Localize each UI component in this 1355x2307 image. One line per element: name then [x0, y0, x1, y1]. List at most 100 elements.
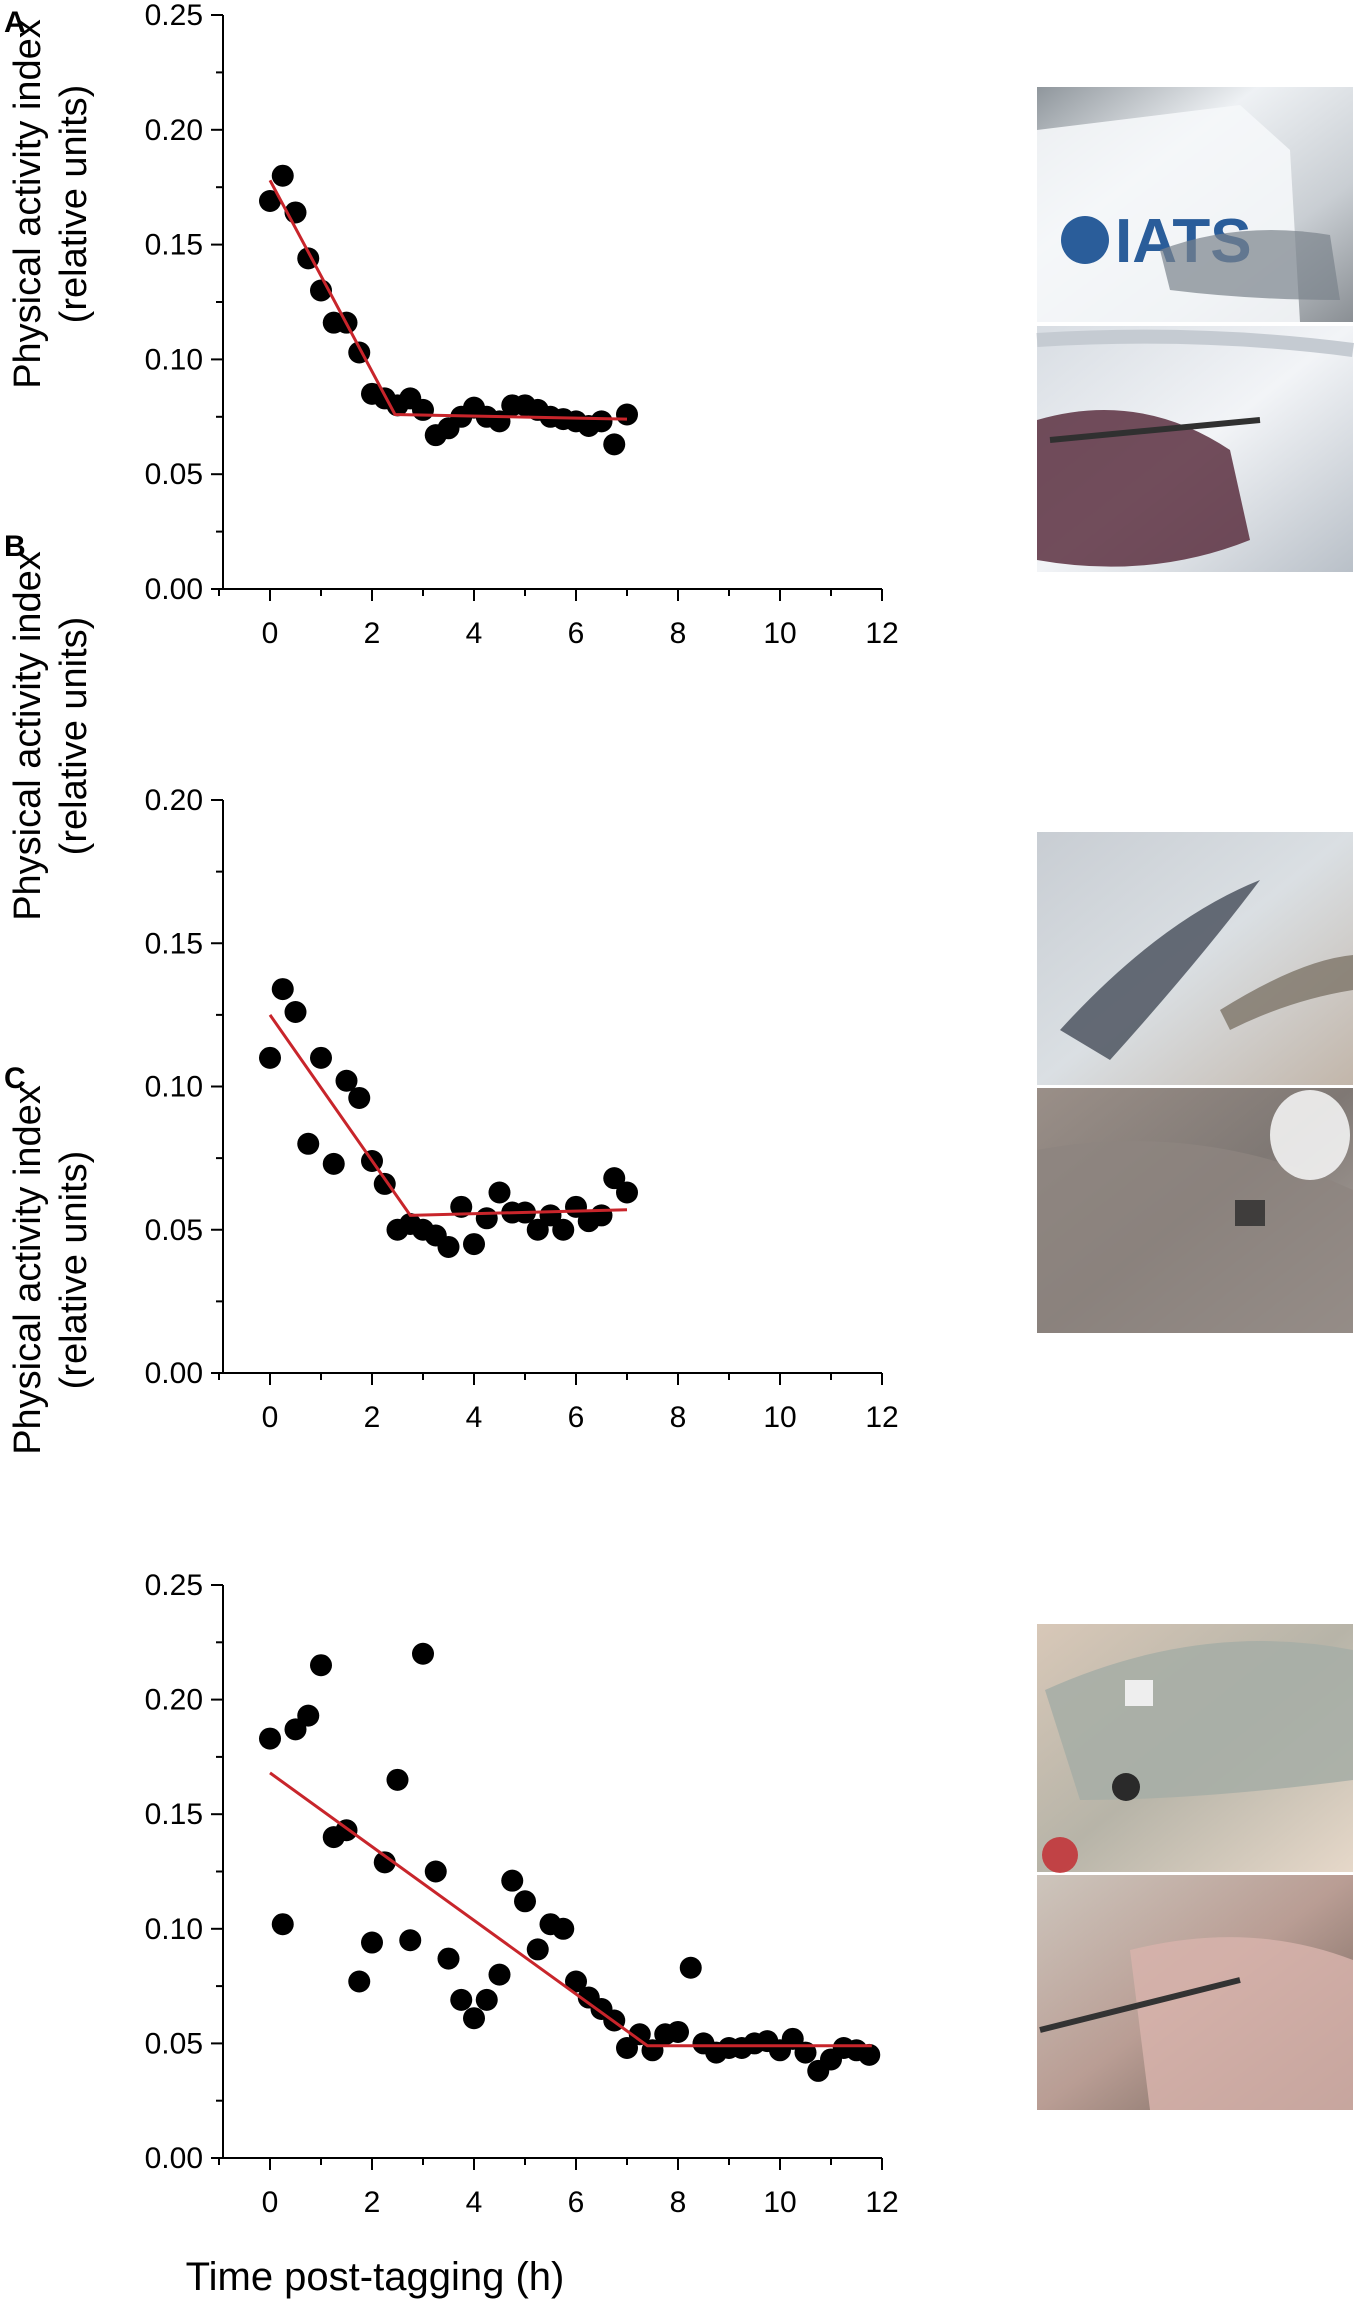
data-point [679, 1956, 702, 1979]
data-point [424, 1860, 447, 1883]
data-point [628, 2023, 651, 2046]
data-point [259, 1046, 281, 1069]
y-tick-label: 0.00 [145, 1357, 203, 1390]
x-tick-label: 4 [466, 2186, 483, 2219]
data-point [297, 1704, 320, 1727]
y-tick-label: 0.10 [145, 1071, 203, 1104]
data-point [475, 1988, 498, 2011]
data-point [552, 1917, 575, 1940]
data-point [463, 2007, 485, 2030]
data-point [348, 1970, 371, 1993]
data-point [361, 1931, 383, 1954]
panel-label-b: B [4, 530, 26, 563]
data-point [310, 1654, 332, 1677]
plot-area-b: 0.00 0.05 0.10 0.15 0.20 0 2 4 6 8 10 12 [145, 784, 899, 1434]
data-point [271, 164, 294, 187]
y-axis-title-c: Physical activity index (relative units) [7, 1085, 95, 1455]
fish-logo-icon [1061, 216, 1109, 264]
data-point [463, 1233, 485, 1256]
data-point [603, 433, 626, 456]
x-tick-label: 0 [262, 617, 279, 650]
data-point [297, 1132, 320, 1155]
data-point [603, 1167, 626, 1190]
y-axis-title-line1: Physical activity index [7, 1085, 49, 1455]
x-tick-label: 2 [364, 617, 381, 650]
data-point [373, 1851, 396, 1874]
data-point [858, 2043, 881, 2066]
y-axis-title-a: Physical activity index (relative units) [7, 19, 95, 389]
panel-c: C Physical activity index (relative unit… [4, 1062, 899, 2219]
y-axis-title-b: Physical activity index (relative units) [7, 551, 95, 921]
panel-a: A Physical activity index (relative unit… [4, 0, 899, 650]
y-tick-label: 0.20 [145, 784, 203, 817]
panel-label-a: A [4, 6, 26, 39]
data-point [501, 1869, 524, 1892]
data-point [386, 1768, 409, 1791]
y-tick-label: 0.15 [145, 229, 203, 262]
fish-eye-icon [1112, 1773, 1140, 1801]
y-axis-title-line1: Physical activity index [7, 551, 49, 921]
data-point [437, 1947, 460, 1970]
photo-b-top [1037, 832, 1353, 1085]
y-axis-title-line2: (relative units) [53, 617, 95, 856]
photo-c-top [1037, 1624, 1353, 1873]
panel-label-c: C [4, 1062, 26, 1095]
y-tick-label: 0.15 [145, 1798, 203, 1831]
data-point [322, 1152, 345, 1175]
y-axis-title-line2: (relative units) [53, 1151, 95, 1390]
y-tick-label: 0.25 [145, 1569, 203, 1602]
x-tick-label: 12 [865, 617, 898, 650]
photo-a-top: IATS [1037, 87, 1353, 322]
data-point [348, 1086, 371, 1109]
x-tick-label: 12 [865, 1401, 898, 1434]
photo-a-bottom [1036, 326, 1354, 572]
x-tick-label: 12 [865, 2186, 898, 2219]
data-point [616, 403, 638, 426]
data-point [475, 1207, 498, 1230]
panel-b: B Physical activity index (relative unit… [4, 530, 899, 1434]
data-point [514, 1890, 536, 1913]
data-point [590, 1204, 613, 1227]
data-point [373, 1172, 396, 1195]
data-point [667, 2020, 689, 2043]
data-point [271, 978, 294, 1001]
y-tick-label: 0.10 [145, 1913, 203, 1946]
data-point [450, 1195, 473, 1218]
data-point [488, 1963, 511, 1986]
x-tick-label: 6 [568, 617, 585, 650]
x-tick-label: 10 [763, 1401, 796, 1434]
x-tick-label: 8 [670, 617, 687, 650]
data-point [590, 410, 613, 433]
data-point [450, 1988, 473, 2011]
x-tick-label: 8 [670, 2186, 687, 2219]
x-tick-label: 6 [568, 1401, 585, 1434]
y-tick-label: 0.05 [145, 458, 203, 491]
data-point [271, 1913, 294, 1936]
x-tick-label: 8 [670, 1401, 687, 1434]
fit-line [269, 1771, 872, 2048]
x-tick-label: 0 [262, 1401, 279, 1434]
y-axis-title-line2: (relative units) [53, 85, 95, 324]
data-point [259, 1727, 281, 1750]
data-point [526, 1218, 549, 1241]
y-tick-label: 0.10 [145, 343, 203, 376]
x-tick-label: 10 [763, 617, 796, 650]
data-point [488, 1181, 511, 1204]
data-point [616, 1181, 638, 1204]
data-point [552, 1218, 575, 1241]
photo-c-bottom [1037, 1875, 1353, 2110]
plot-area-a: 0.00 0.05 0.10 0.15 0.20 0.25 0 2 4 6 8 10 12 [145, 0, 899, 650]
data-point [284, 1001, 307, 1024]
fit-line [268, 1014, 628, 1217]
data-point [259, 189, 281, 212]
data-point [335, 1069, 358, 1092]
data-point [412, 1642, 434, 1665]
x-tick-label: 0 [262, 2186, 279, 2219]
plot-area-c: 0.00 0.05 0.10 0.15 0.20 0.25 0 2 4 6 8 10 12 [145, 1569, 899, 2219]
x-axis-title: Time post-tagging (h) [186, 2255, 565, 2299]
y-tick-label: 0.20 [145, 114, 203, 147]
y-tick-label: 0.00 [145, 573, 203, 606]
y-tick-label: 0.05 [145, 1214, 203, 1247]
x-tick-label: 6 [568, 2186, 585, 2219]
